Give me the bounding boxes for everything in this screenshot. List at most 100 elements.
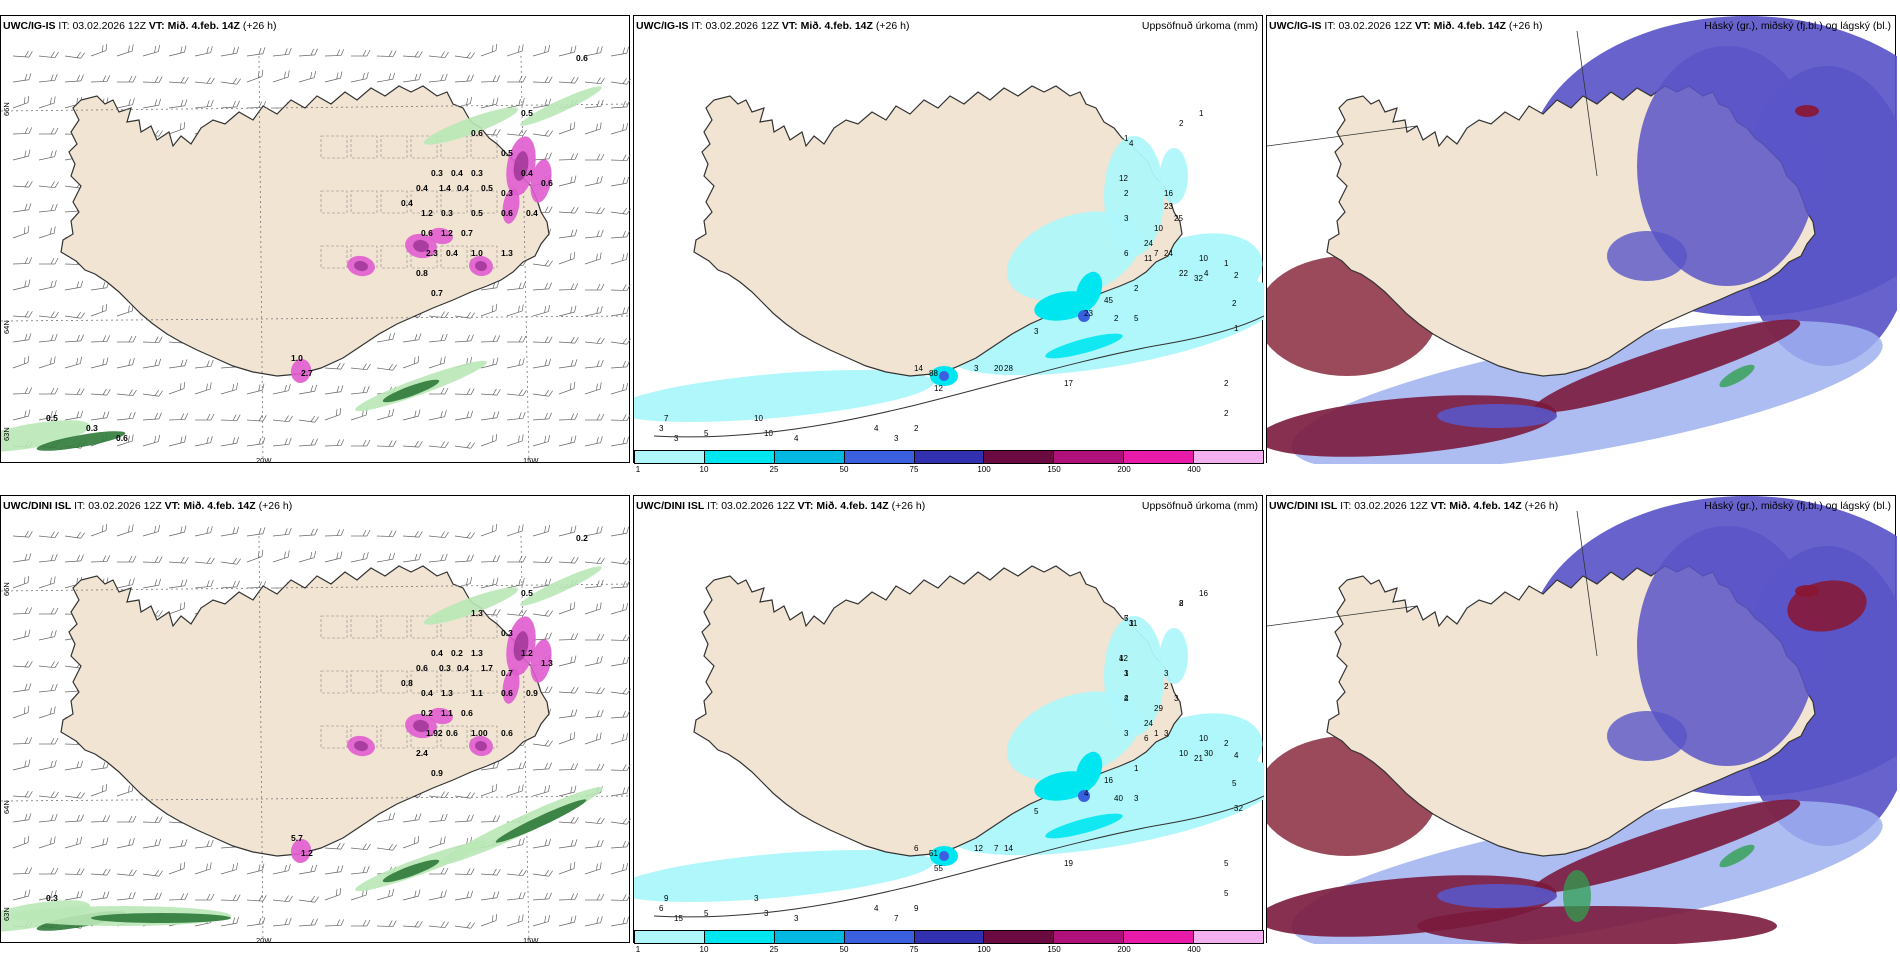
- field-value-label: 0.6: [446, 728, 458, 738]
- legend-swatch: [914, 451, 985, 463]
- snow-area-sea: [91, 913, 231, 923]
- field-value-label: 16: [1164, 189, 1173, 198]
- field-value-label: 3: [1124, 214, 1129, 223]
- cloud-high-layer: [1787, 580, 1867, 632]
- field-value-label: 0.4: [521, 168, 533, 178]
- field-value-label: 2: [1234, 271, 1239, 280]
- snow-max: [475, 740, 487, 752]
- precip-area: [1006, 691, 1142, 781]
- field-value-label: 1.2: [521, 648, 533, 658]
- field-value-label: 15: [674, 914, 683, 923]
- field-value-label: 2: [1224, 409, 1229, 418]
- lat-label-66n: 66N: [2, 102, 11, 116]
- field-value-label: 6: [1144, 734, 1149, 743]
- snow-amount-labels: 0.2 0.5 1.3 0.3 0.4 0.2 1.3 0.6 0.3 0.4 1.7 0.7 1.2 1…: [46, 533, 588, 903]
- precip-area: [939, 371, 949, 381]
- field-value-label: 1.92: [426, 728, 443, 738]
- lat-label-63n: 63N: [2, 907, 11, 921]
- legend-swatch: [1124, 451, 1195, 463]
- field-value-label: 9: [664, 894, 669, 903]
- field-value-label: 0.8: [416, 268, 428, 278]
- coastline-south: [653, 315, 1264, 438]
- cloud-high-layer: [1417, 906, 1777, 944]
- field-value-label: 4: [1129, 139, 1134, 148]
- legend-swatch: [1194, 931, 1264, 943]
- field-value-label: 1.3: [471, 608, 483, 618]
- legend-swatch: [635, 931, 705, 943]
- field-value-label: 3: [1129, 619, 1134, 628]
- map-canvas: 0.60.50.60.50.3 0.4 0.30.4 1.4 0.4 0.5 0.30.40…: [1, 43, 631, 464]
- panel-title: UWC/IG-IS IT: 03.02.2026 12Z VT: Mið. 4.…: [3, 20, 277, 32]
- field-value-label: 5: [1224, 859, 1229, 868]
- field-value-label: 0.3: [501, 188, 513, 198]
- field-value-label: 0.6: [541, 178, 553, 188]
- field-value-label: 32: [1234, 804, 1243, 813]
- snow-max: [530, 159, 552, 203]
- snow-max: [530, 639, 552, 683]
- legend-tick-label: 100: [977, 465, 991, 474]
- precip-area: [634, 850, 934, 902]
- precip-area: [1045, 813, 1123, 839]
- field-value-label: 5.7: [291, 833, 303, 843]
- field-value-label: 4: [794, 434, 799, 443]
- legend-swatch: [1054, 931, 1125, 943]
- lat-label-64n: 64N: [2, 800, 11, 814]
- projection-line: [1576, 510, 1598, 657]
- snow-area-sea: [1, 420, 91, 452]
- snow-max: [354, 740, 368, 752]
- field-value-label: 1.0: [291, 353, 303, 363]
- field-value-label: 7: [664, 414, 669, 423]
- field-value-label: 16: [1104, 776, 1113, 785]
- cloud-high-layer: [1563, 870, 1591, 922]
- field-value-label: 1.3: [541, 658, 553, 668]
- field-value-label: 16: [1199, 589, 1208, 598]
- field-value-label: 21: [1194, 754, 1203, 763]
- field-value-label: 1.00: [471, 728, 488, 738]
- field-value-label: 5: [704, 429, 709, 438]
- field-value-label: 0.5: [481, 183, 493, 193]
- legend-swatch: [1054, 451, 1125, 463]
- field-value-label: 23: [1164, 202, 1173, 211]
- legend-swatch: [635, 451, 705, 463]
- field-value-label: 6: [659, 904, 664, 913]
- snow-area-sea: [520, 86, 602, 126]
- field-value-label: 24: [1144, 239, 1153, 248]
- field-value-label: 2: [914, 424, 919, 433]
- field-value-label: 0.4: [446, 248, 458, 258]
- cloud-mid-layer: [1607, 231, 1687, 281]
- legend-swatch: [774, 451, 845, 463]
- precip-area: [1104, 136, 1164, 256]
- field-value-label: 29: [1154, 704, 1163, 713]
- snow-area-sea: [423, 107, 519, 145]
- legend-swatch: [914, 931, 985, 943]
- field-value-label: 5: [704, 909, 709, 918]
- map-canvas: [1267, 16, 1897, 464]
- map-canvas: [1267, 496, 1897, 944]
- legend-tick-label: 150: [1047, 465, 1061, 474]
- lon-label-20w: 20W: [256, 936, 272, 944]
- snow-max: [290, 359, 312, 383]
- legend-swatch: [774, 931, 845, 943]
- field-value-label: 2: [1224, 379, 1229, 388]
- legend-tick-label: 200: [1117, 465, 1131, 474]
- precip-legend: 1 10 25 50 75 100 150 200 400: [634, 930, 1264, 954]
- field-value-label: 17: [1064, 379, 1073, 388]
- field-value-label: 0.2: [421, 708, 433, 718]
- map-canvas: 0.2 0.5 1.3 0.3 0.4 0.2 1.3 0.6 0.3 0.4 1.7 0.7 1.2 1…: [1, 523, 631, 944]
- snow-max: [429, 227, 453, 245]
- field-value-label: 0.9: [431, 768, 443, 778]
- field-value-label: 6: [914, 844, 919, 853]
- field-value-label: 3: [794, 914, 799, 923]
- field-value-label: 1.1: [471, 688, 483, 698]
- field-value-label: 2: [1164, 682, 1169, 691]
- field-value-label: 0.3: [86, 423, 98, 433]
- lon-label-20w: 20W: [256, 456, 272, 464]
- field-value-label: 0.4: [457, 663, 469, 673]
- field-value-label: 10: [1199, 734, 1208, 743]
- field-value-label: 55: [934, 864, 943, 873]
- field-value-label: 0.3: [471, 168, 483, 178]
- snow-max: [429, 707, 453, 725]
- field-value-label: 10: [1154, 224, 1163, 233]
- legend-swatch: [1194, 451, 1264, 463]
